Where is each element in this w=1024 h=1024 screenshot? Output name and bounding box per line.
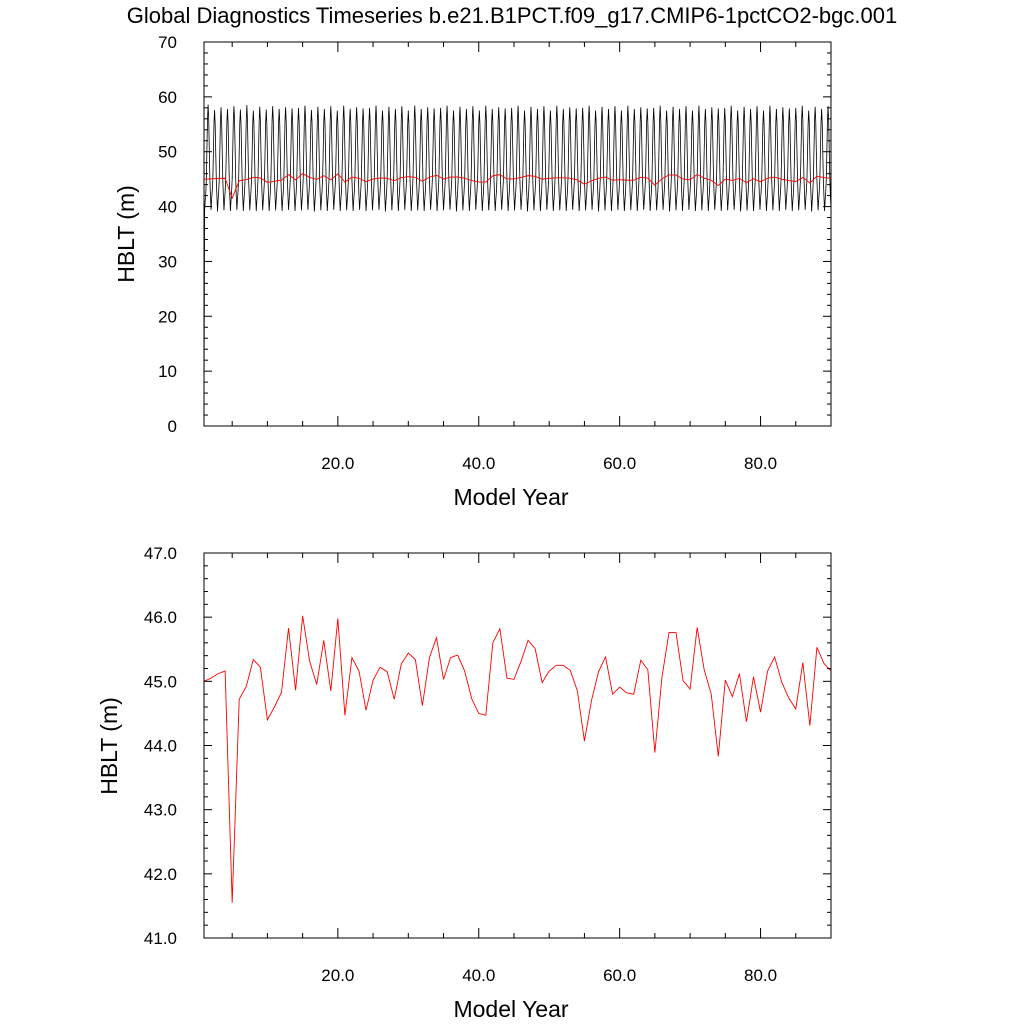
bottom-chart: 41.0 42.0 43.0 44.0 45.0 46.0 47.0 20.0 40.0 60.0… (96, 544, 832, 1022)
bottom-x-axis-label: Model Year (453, 996, 568, 1022)
top-y-tick-label: 0 (168, 417, 177, 436)
top-x-axis-label: Model Year (453, 484, 568, 510)
top-x-tick-label: 40.0 (462, 454, 495, 473)
bottom-y-tick-label: 43.0 (144, 801, 177, 820)
bottom-x-tick-label: 60.0 (603, 966, 636, 985)
top-y-tick-label: 10 (158, 362, 177, 381)
top-x-tick-label: 20.0 (321, 454, 354, 473)
top-chart: 0 10 20 30 40 50 60 70 20.0 40.0 60.0 80.0 Model Ye… (113, 33, 832, 510)
bottom-x-tick-label: 40.0 (462, 966, 495, 985)
top-y-axis-label: HBLT (m) (113, 185, 139, 283)
top-y-tick-label: 40 (158, 198, 177, 217)
top-y-tick-label: 20 (158, 307, 177, 326)
top-x-tick-label: 60.0 (603, 454, 636, 473)
top-chart-ticks: 0 10 20 30 40 50 60 70 20.0 40.0 60.0 80.0 (158, 33, 831, 473)
bottom-x-tick-label: 80.0 (744, 966, 777, 985)
bottom-y-tick-label: 46.0 (144, 608, 177, 627)
bottom-y-tick-label: 44.0 (144, 737, 177, 756)
top-series-line-2 (203, 173, 832, 200)
bottom-y-tick-label: 45.0 (144, 672, 177, 691)
bottom-chart-lines (203, 615, 832, 903)
bottom-chart-ticks: 41.0 42.0 43.0 44.0 45.0 46.0 47.0 20.0 40.0 60.0… (144, 544, 831, 985)
bottom-x-tick-label: 20.0 (321, 966, 354, 985)
top-series-line-1 (203, 104, 832, 424)
bottom-y-axis-label: HBLT (m) (96, 697, 122, 795)
bottom-y-tick-label: 42.0 (144, 865, 177, 884)
bottom-plot-frame (203, 552, 832, 939)
bottom-series-line-1 (203, 615, 832, 903)
top-plot-frame (203, 41, 832, 427)
bottom-y-tick-label: 47.0 (144, 544, 177, 563)
top-y-tick-label: 70 (158, 33, 177, 52)
top-chart-lines (203, 104, 832, 424)
top-x-tick-label: 80.0 (744, 454, 777, 473)
figure-title: Global Diagnostics Timeseries b.e21.B1PC… (127, 3, 897, 28)
bottom-y-tick-label: 41.0 (144, 929, 177, 948)
top-y-tick-label: 50 (158, 143, 177, 162)
top-y-tick-label: 30 (158, 252, 177, 271)
top-y-tick-label: 60 (158, 88, 177, 107)
